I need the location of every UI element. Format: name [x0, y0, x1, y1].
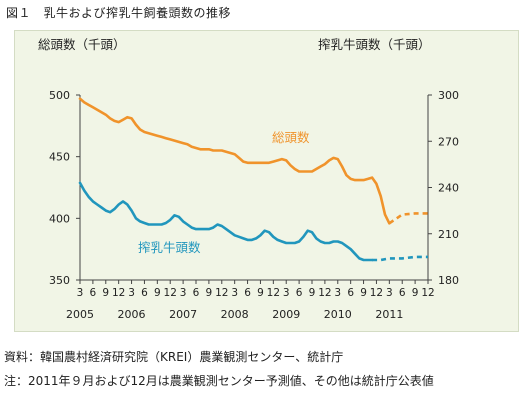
year-label: 2005 [66, 308, 94, 321]
milking-cow-projection-line [372, 255, 428, 262]
right-axis-title: 搾乳牛頭数（千頭） [318, 37, 431, 52]
x-tick-label: 3 [231, 287, 238, 299]
right-tick-label: 300 [438, 89, 459, 102]
left-tick-label: 400 [49, 212, 70, 225]
x-tick-label: 3 [128, 287, 135, 299]
x-tick-label: 6 [244, 287, 251, 299]
x-tick-label: 3 [283, 287, 290, 299]
x-tick-label: 6 [399, 287, 406, 299]
x-tick-label: 12 [421, 287, 434, 299]
total-head-projection-line [388, 212, 428, 225]
left-tick-label: 450 [49, 151, 70, 164]
x-tick-label: 6 [347, 287, 354, 299]
x-tick-label: 9 [360, 287, 367, 299]
x-tick-label: 12 [112, 287, 125, 299]
x-tick-label: 12 [370, 287, 383, 299]
x-tick-label: 6 [193, 287, 200, 299]
x-tick-label: 9 [309, 287, 316, 299]
right-tick-label: 180 [438, 274, 459, 287]
right-tick-label: 240 [438, 182, 459, 195]
x-tick-label: 9 [154, 287, 161, 299]
year-label: 2007 [169, 308, 197, 321]
right-tick-label: 270 [438, 135, 459, 148]
year-label: 2011 [375, 308, 403, 321]
total-head-series-label: 総頭数 [272, 130, 310, 145]
figure-title: 図１ 乳牛および搾乳牛飼養頭数の推移 [6, 6, 232, 20]
x-tick-label: 6 [90, 287, 97, 299]
source-note: 資料：韓国農村経済研究院（KREI）農業観測センター、統計庁 [4, 350, 344, 364]
milking-cow-series-label: 搾乳牛頭数 [138, 240, 201, 255]
x-tick-label: 12 [215, 287, 228, 299]
year-label: 2008 [221, 308, 249, 321]
x-tick-label: 6 [296, 287, 303, 299]
x-tick-label: 12 [267, 287, 280, 299]
x-tick-label: 3 [386, 287, 393, 299]
year-label: 2010 [324, 308, 352, 321]
milking-cow-line [78, 181, 374, 262]
x-tick-label: 9 [257, 287, 264, 299]
year-label: 2006 [118, 308, 146, 321]
x-tick-label: 6 [141, 287, 148, 299]
x-tick-label: 3 [180, 287, 187, 299]
total-head-line [78, 97, 391, 225]
left-tick-label: 350 [49, 274, 70, 287]
x-tick-label: 3 [334, 287, 341, 299]
left-tick-label: 500 [49, 89, 70, 102]
right-tick-label: 210 [438, 228, 459, 241]
year-label: 2009 [272, 308, 300, 321]
x-tick-label: 3 [77, 287, 84, 299]
x-tick-label: 9 [412, 287, 419, 299]
x-tick-label: 12 [164, 287, 177, 299]
x-tick-label: 12 [318, 287, 331, 299]
footnote: 注：2011年９月および12月は農業観測センター予測値、その他は統計庁公表値 [4, 374, 434, 388]
x-tick-label: 9 [102, 287, 109, 299]
left-axis-title: 総頭数（千頭） [38, 37, 126, 52]
x-tick-label: 9 [206, 287, 213, 299]
chart-panel [14, 30, 519, 332]
